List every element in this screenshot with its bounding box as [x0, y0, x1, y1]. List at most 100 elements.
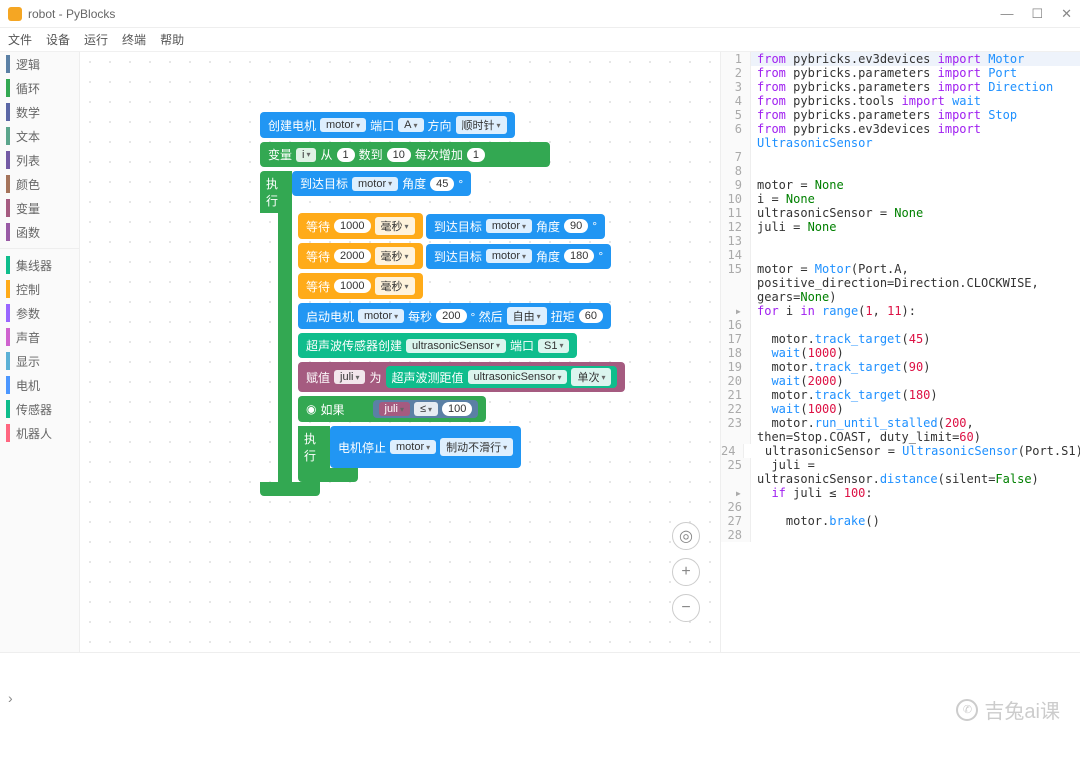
- menu-item[interactable]: 运行: [84, 31, 108, 48]
- target3-block[interactable]: 到达目标 motor 角度 180 °: [426, 244, 611, 269]
- code-line: 19 motor.track_target(90): [721, 360, 1080, 374]
- from-field[interactable]: 1: [337, 148, 355, 162]
- menu-item[interactable]: 设备: [46, 31, 70, 48]
- loop-header-block[interactable]: 变量 i 从 1 数到 10 每次增加 1: [260, 142, 550, 167]
- category-item[interactable]: 集线器: [0, 253, 79, 277]
- target1-block[interactable]: 到达目标 motor 角度 45 °: [292, 171, 471, 196]
- mode-dropdown[interactable]: 自由: [507, 307, 547, 325]
- code-line: 10i = None: [721, 192, 1080, 206]
- code-line: 8: [721, 164, 1080, 178]
- code-content: from pybricks.tools import wait: [751, 94, 981, 108]
- zoom-out-icon[interactable]: −: [672, 594, 700, 622]
- create-motor-block[interactable]: 创建电机 motor 端口 A 方向 顺时针: [260, 112, 515, 138]
- category-item[interactable]: 函数: [0, 220, 79, 244]
- unit-dropdown[interactable]: 毫秒: [375, 247, 415, 265]
- sensor-var-dropdown[interactable]: ultrasonicSensor: [406, 339, 506, 353]
- category-item[interactable]: 文本: [0, 124, 79, 148]
- wait-field[interactable]: 1000: [334, 279, 370, 293]
- sensor-port-dropdown[interactable]: S1: [538, 339, 569, 353]
- measure-mode-dropdown[interactable]: 单次: [571, 368, 611, 386]
- category-item[interactable]: 声音: [0, 325, 79, 349]
- category-item[interactable]: 传感器: [0, 397, 79, 421]
- wait1-block[interactable]: 等待 1000 毫秒: [298, 213, 423, 239]
- category-label: 文本: [16, 128, 40, 145]
- center-icon[interactable]: ◎: [672, 522, 700, 550]
- code-line: 7: [721, 150, 1080, 164]
- minimize-icon[interactable]: —: [1000, 6, 1013, 22]
- category-label: 参数: [16, 305, 40, 322]
- category-item[interactable]: 机器人: [0, 421, 79, 445]
- sensor-create-block[interactable]: 超声波传感器创建 ultrasonicSensor 端口 S1: [298, 333, 577, 358]
- if-op-dropdown[interactable]: ≤: [414, 402, 438, 416]
- motor-dropdown[interactable]: motor: [486, 249, 532, 263]
- code-line: 23 motor.run_until_stalled(200,: [721, 416, 1080, 430]
- start-motor-block[interactable]: 启动电机 motor 每秒 200 ° 然后 自由 扭矩 60: [298, 303, 611, 329]
- wait3-block[interactable]: 等待 1000 毫秒: [298, 273, 423, 299]
- unit-dropdown[interactable]: 毫秒: [375, 277, 415, 295]
- category-item[interactable]: 参数: [0, 301, 79, 325]
- gear-icon[interactable]: ◉: [306, 402, 316, 416]
- menu-item[interactable]: 终端: [122, 31, 146, 48]
- category-swatch-icon: [6, 175, 10, 193]
- category-item[interactable]: 颜色: [0, 172, 79, 196]
- code-content: then=Stop.COAST, duty_limit=60): [751, 430, 981, 444]
- stop-block[interactable]: 电机停止 motor 制动不滑行: [330, 426, 521, 468]
- code-line: then=Stop.COAST, duty_limit=60): [721, 430, 1080, 444]
- stop-motor-dropdown[interactable]: motor: [390, 440, 436, 454]
- category-item[interactable]: 控制: [0, 277, 79, 301]
- code-content: ultrasonicSensor.distance(silent=False): [751, 472, 1039, 486]
- speed-field[interactable]: 200: [436, 309, 466, 323]
- assign-block[interactable]: 赋值 juli 为 超声波测距值 ultrasonicSensor 单次: [298, 362, 625, 392]
- wait-field[interactable]: 2000: [334, 249, 370, 263]
- angle-field[interactable]: 180: [564, 249, 594, 263]
- motor-dropdown[interactable]: motor: [486, 219, 532, 233]
- assign-var-dropdown[interactable]: juli: [334, 370, 365, 384]
- watermark-text: 吉兔ai课: [984, 695, 1060, 724]
- category-item[interactable]: 逻辑: [0, 52, 79, 76]
- motor-dropdown[interactable]: motor: [352, 177, 398, 191]
- port-dropdown[interactable]: A: [398, 118, 423, 132]
- if-val-field[interactable]: 100: [442, 402, 472, 416]
- category-item[interactable]: 电机: [0, 373, 79, 397]
- line-number: 20: [721, 374, 751, 388]
- direction-dropdown[interactable]: 顺时针: [456, 116, 507, 134]
- wait2-block[interactable]: 等待 2000 毫秒: [298, 243, 423, 269]
- category-swatch-icon: [6, 151, 10, 169]
- category-label: 声音: [16, 329, 40, 346]
- loop-footer: [260, 482, 320, 496]
- code-line: 4from pybricks.tools import wait: [721, 94, 1080, 108]
- zoom-in-icon[interactable]: +: [672, 558, 700, 586]
- unit-dropdown[interactable]: 毫秒: [375, 217, 415, 235]
- if-block[interactable]: ◉ 如果 juli ≤ 100: [298, 396, 486, 422]
- wait-field[interactable]: 1000: [334, 219, 370, 233]
- loop-var-dropdown[interactable]: i: [296, 148, 316, 162]
- console-caret-icon[interactable]: ›: [8, 690, 13, 706]
- menu-item[interactable]: 文件: [8, 31, 32, 48]
- torque-field[interactable]: 60: [579, 309, 603, 323]
- category-item[interactable]: 列表: [0, 148, 79, 172]
- to-field[interactable]: 10: [387, 148, 411, 162]
- code-line: ▸ 16for i in range(1, 11):: [721, 304, 1080, 332]
- category-item[interactable]: 数学: [0, 100, 79, 124]
- label: 等待: [306, 218, 330, 235]
- category-item[interactable]: 变量: [0, 196, 79, 220]
- angle-field[interactable]: 45: [430, 177, 454, 191]
- block-canvas[interactable]: 创建电机 motor 端口 A 方向 顺时针 变量 i 从 1 数到 10 每次…: [80, 52, 720, 652]
- maximize-icon[interactable]: ☐: [1031, 6, 1043, 22]
- code-content: motor = Motor(Port.A,: [751, 262, 909, 276]
- menu-item[interactable]: 帮助: [160, 31, 184, 48]
- angle-field[interactable]: 90: [564, 219, 588, 233]
- code-line: 5from pybricks.parameters import Stop: [721, 108, 1080, 122]
- target2-block[interactable]: 到达目标 motor 角度 90 °: [426, 214, 605, 239]
- motor-var-dropdown[interactable]: motor: [320, 118, 366, 132]
- category-item[interactable]: 循环: [0, 76, 79, 100]
- category-swatch-icon: [6, 223, 10, 241]
- measure-sensor-dropdown[interactable]: ultrasonicSensor: [468, 370, 568, 384]
- category-label: 函数: [16, 224, 40, 241]
- step-field[interactable]: 1: [467, 148, 485, 162]
- motor-dropdown[interactable]: motor: [358, 309, 404, 323]
- if-var-dropdown[interactable]: juli: [379, 402, 410, 416]
- category-item[interactable]: 显示: [0, 349, 79, 373]
- close-icon[interactable]: ✕: [1061, 6, 1072, 22]
- stop-mode-dropdown[interactable]: 制动不滑行: [440, 438, 513, 456]
